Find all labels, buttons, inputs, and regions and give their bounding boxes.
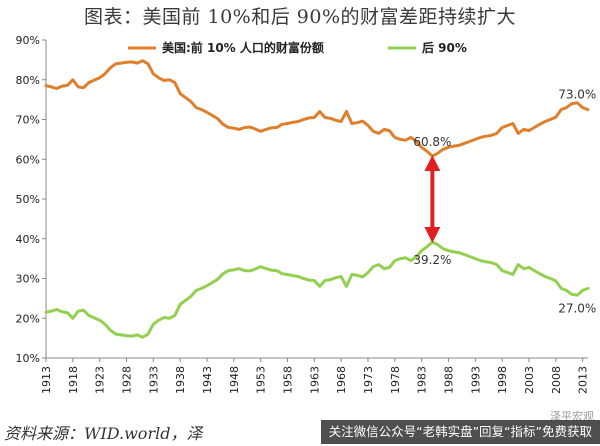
x-tick-label: 1978 (389, 366, 402, 394)
legend-item-bottom90: 后 90% (388, 40, 467, 55)
x-tick-label: 1948 (228, 366, 241, 394)
x-tick-label: 1963 (308, 366, 321, 394)
y-tick-label: 80% (16, 74, 40, 87)
y-tick-label: 20% (16, 312, 40, 325)
x-tick-label: 1998 (496, 366, 509, 394)
x-tick-label: 1928 (120, 366, 133, 394)
chart-annotations: 73.0% 60.8% 39.2% 27.0% (413, 88, 596, 316)
line-chart: 10% 20% 30% 40% 50% 60% 70% 80% 90% 1913 1918 1923 1… (16, 34, 597, 394)
legend-label: 后 90% (422, 40, 467, 55)
x-tick-label: 1923 (94, 366, 107, 394)
x-tick-label: 1938 (174, 366, 187, 394)
data-label: 27.0% (558, 301, 596, 315)
page-title: 图表：美国前 10%和后 90%的财富差距持续扩大 (83, 6, 517, 28)
series-line-top10 (44, 59, 590, 158)
series-line-bottom90 (44, 240, 590, 339)
data-label: 39.2% (413, 253, 451, 267)
x-tick-label: 1983 (416, 366, 429, 394)
data-label: 60.8% (413, 135, 451, 149)
chart-axes: 10% 20% 30% 40% 50% 60% 70% 80% 90% 1913 1918 1923 1… (16, 34, 590, 394)
x-tick-label: 2008 (550, 366, 563, 394)
chart-series (44, 59, 590, 339)
y-tick-label: 30% (16, 273, 40, 286)
watermark-banner: 关注微信公众号“老韩实盘”回复“指标”免费获取 (320, 420, 600, 444)
x-tick-label: 2003 (523, 366, 536, 394)
y-tick-label: 50% (16, 193, 40, 206)
x-tick-label: 2013 (577, 366, 590, 394)
x-tick-label: 1918 (67, 366, 80, 394)
y-tick-label: 60% (16, 153, 40, 166)
data-label: 73.0% (558, 88, 596, 102)
x-tick-label: 1968 (335, 366, 348, 394)
chart-legend: 美国:前 10% 人口的财富份额 后 90% (128, 40, 467, 55)
y-tick-label: 40% (16, 233, 40, 246)
x-tick-label: 1988 (442, 366, 455, 394)
source-note: 资料来源：WID.world，泽 (4, 424, 203, 443)
legend-label: 美国:前 10% 人口的财富份额 (162, 40, 324, 55)
legend-item-top10: 美国:前 10% 人口的财富份额 (128, 40, 324, 55)
x-tick-label: 1973 (362, 366, 375, 394)
y-tick-label: 70% (16, 114, 40, 127)
x-tick-label: 1993 (469, 366, 482, 394)
y-tick-label: 90% (16, 34, 40, 47)
y-tick-label: 10% (16, 352, 40, 365)
x-tick-label: 1943 (201, 366, 214, 394)
x-tick-label: 1933 (147, 366, 160, 394)
x-tick-label: 1953 (255, 366, 268, 394)
wechat-label: 泽平宏观 (550, 410, 594, 423)
x-tick-label: 1913 (40, 366, 53, 394)
x-tick-label: 1958 (281, 366, 294, 394)
